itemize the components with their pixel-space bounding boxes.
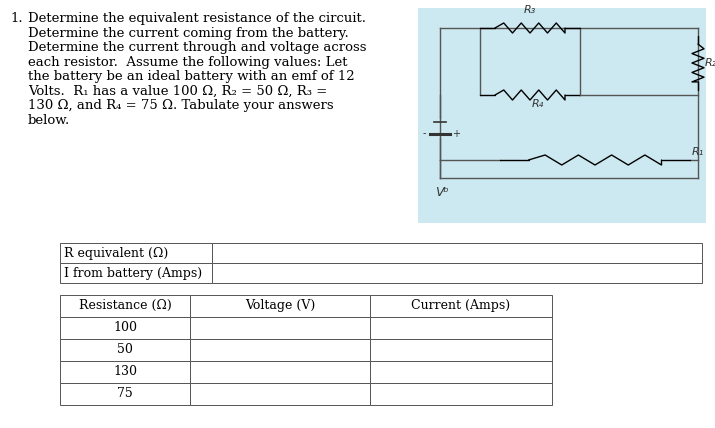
Bar bbox=[190, 317, 370, 339]
Text: the battery be an ideal battery with an emf of 12: the battery be an ideal battery with an … bbox=[28, 70, 355, 83]
Text: Vᵇ: Vᵇ bbox=[435, 186, 449, 199]
Bar bbox=[190, 339, 370, 361]
Text: 50: 50 bbox=[117, 343, 133, 356]
Text: 100: 100 bbox=[113, 321, 137, 334]
Text: Current (Amps): Current (Amps) bbox=[411, 299, 511, 312]
Bar bbox=[60, 339, 190, 361]
Text: -: - bbox=[423, 128, 426, 139]
Text: R₄: R₄ bbox=[532, 99, 544, 109]
Text: Determine the current coming from the battery.: Determine the current coming from the ba… bbox=[28, 27, 349, 39]
Bar bbox=[190, 295, 370, 317]
Bar bbox=[190, 361, 370, 383]
Bar bbox=[60, 263, 212, 283]
Text: +: + bbox=[452, 128, 460, 139]
Bar bbox=[60, 383, 190, 405]
Text: Determine the current through and voltage across: Determine the current through and voltag… bbox=[28, 41, 367, 54]
Text: below.: below. bbox=[28, 113, 70, 127]
Bar bbox=[370, 295, 552, 317]
Bar bbox=[370, 317, 552, 339]
Bar bbox=[212, 263, 702, 283]
Text: R₂: R₂ bbox=[705, 58, 715, 68]
Text: each resistor.  Assume the following values: Let: each resistor. Assume the following valu… bbox=[28, 56, 347, 68]
Text: 130 Ω, and R₄ = 75 Ω. Tabulate your answers: 130 Ω, and R₄ = 75 Ω. Tabulate your answ… bbox=[28, 99, 334, 112]
Bar bbox=[60, 243, 212, 263]
Text: 1.: 1. bbox=[10, 12, 23, 25]
Bar bbox=[60, 361, 190, 383]
Text: I from battery (Amps): I from battery (Amps) bbox=[64, 267, 202, 280]
Bar bbox=[60, 317, 190, 339]
Text: Volts.  R₁ has a value 100 Ω, R₂ = 50 Ω, R₃ =: Volts. R₁ has a value 100 Ω, R₂ = 50 Ω, … bbox=[28, 84, 327, 98]
Text: R₃: R₃ bbox=[524, 5, 536, 15]
Bar bbox=[370, 361, 552, 383]
Text: 130: 130 bbox=[113, 365, 137, 378]
Text: Determine the equivalent resistance of the circuit.: Determine the equivalent resistance of t… bbox=[28, 12, 366, 25]
Bar bbox=[212, 243, 702, 263]
Bar bbox=[190, 383, 370, 405]
Bar bbox=[60, 295, 190, 317]
Text: R equivalent (Ω): R equivalent (Ω) bbox=[64, 247, 168, 260]
Text: Resistance (Ω): Resistance (Ω) bbox=[79, 299, 172, 312]
Text: Voltage (V): Voltage (V) bbox=[245, 299, 315, 312]
Text: 75: 75 bbox=[117, 387, 133, 400]
Bar bbox=[370, 383, 552, 405]
Bar bbox=[418, 8, 706, 223]
Bar bbox=[370, 339, 552, 361]
Text: R₁: R₁ bbox=[692, 147, 704, 157]
